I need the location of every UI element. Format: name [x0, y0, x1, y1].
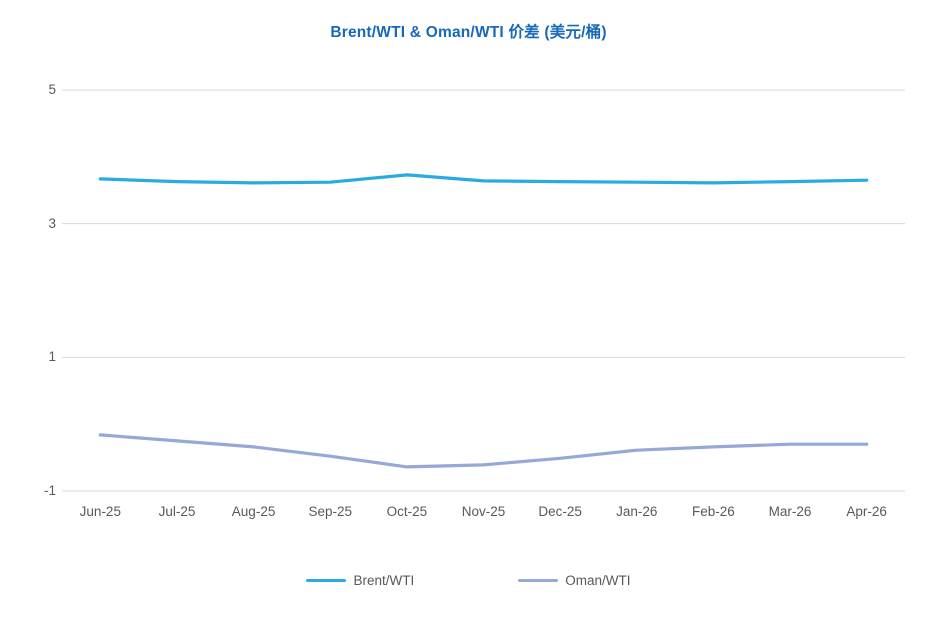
x-axis-tick-label: Dec-25: [538, 504, 582, 519]
legend-item-brent-wti: Brent/WTI: [306, 573, 414, 588]
brent-wti-line: [98, 173, 869, 185]
x-axis-tick-label: Nov-25: [461, 504, 506, 519]
chart-title: Brent/WTI & Oman/WTI 价差 (美元/桶): [330, 24, 607, 41]
y-axis-tick-label: 3: [48, 215, 56, 231]
x-axis-tick-label: Jul-25: [158, 504, 196, 519]
oman-wti-line: [98, 433, 869, 469]
y-axis-tick-label: -1: [43, 483, 56, 498]
y-axis-tick-label: 5: [48, 82, 56, 97]
legend-swatch-brent-wti: [306, 578, 347, 583]
legend-swatch-oman-wti: [518, 578, 559, 583]
x-axis-tick-label: Jun-25: [79, 504, 121, 519]
x-axis-tick-label: Aug-25: [231, 504, 276, 519]
x-axis-tick-label: Jan-26: [616, 504, 658, 519]
x-axis-tick-label: Apr-26: [846, 504, 887, 519]
x-axis-tick-label: Sep-25: [308, 504, 352, 519]
x-axis-tick-label: Oct-25: [386, 504, 428, 519]
y-axis-tick-label: 1: [48, 349, 56, 365]
legend-item-oman-wti: Oman/WTI: [518, 573, 631, 588]
x-axis-tick-label: Mar-26: [768, 504, 812, 519]
legend-label: Oman/WTI: [565, 573, 631, 588]
x-axis-tick-label: Feb-26: [692, 504, 735, 519]
legend: Brent/WTI Oman/WTI: [0, 573, 937, 588]
legend-label: Brent/WTI: [353, 573, 415, 588]
